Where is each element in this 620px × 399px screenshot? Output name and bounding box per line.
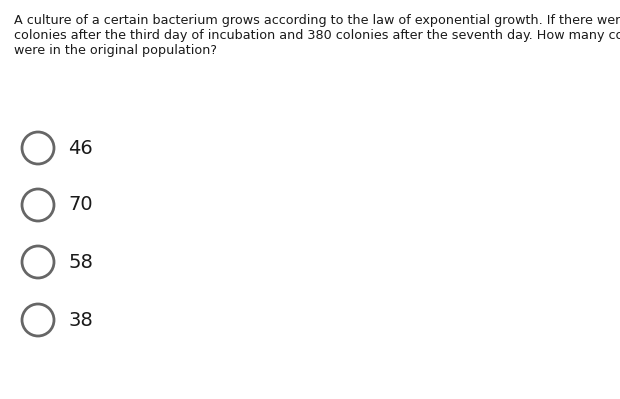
Text: 38: 38 <box>68 310 93 330</box>
Text: 46: 46 <box>68 138 93 158</box>
Text: were in the original population?: were in the original population? <box>14 44 217 57</box>
Text: colonies after the third day of incubation and 380 colonies after the seventh da: colonies after the third day of incubati… <box>14 29 620 42</box>
Text: A culture of a certain bacterium grows according to the law of exponential growt: A culture of a certain bacterium grows a… <box>14 14 620 27</box>
Text: 70: 70 <box>68 196 92 215</box>
Text: 58: 58 <box>68 253 93 271</box>
